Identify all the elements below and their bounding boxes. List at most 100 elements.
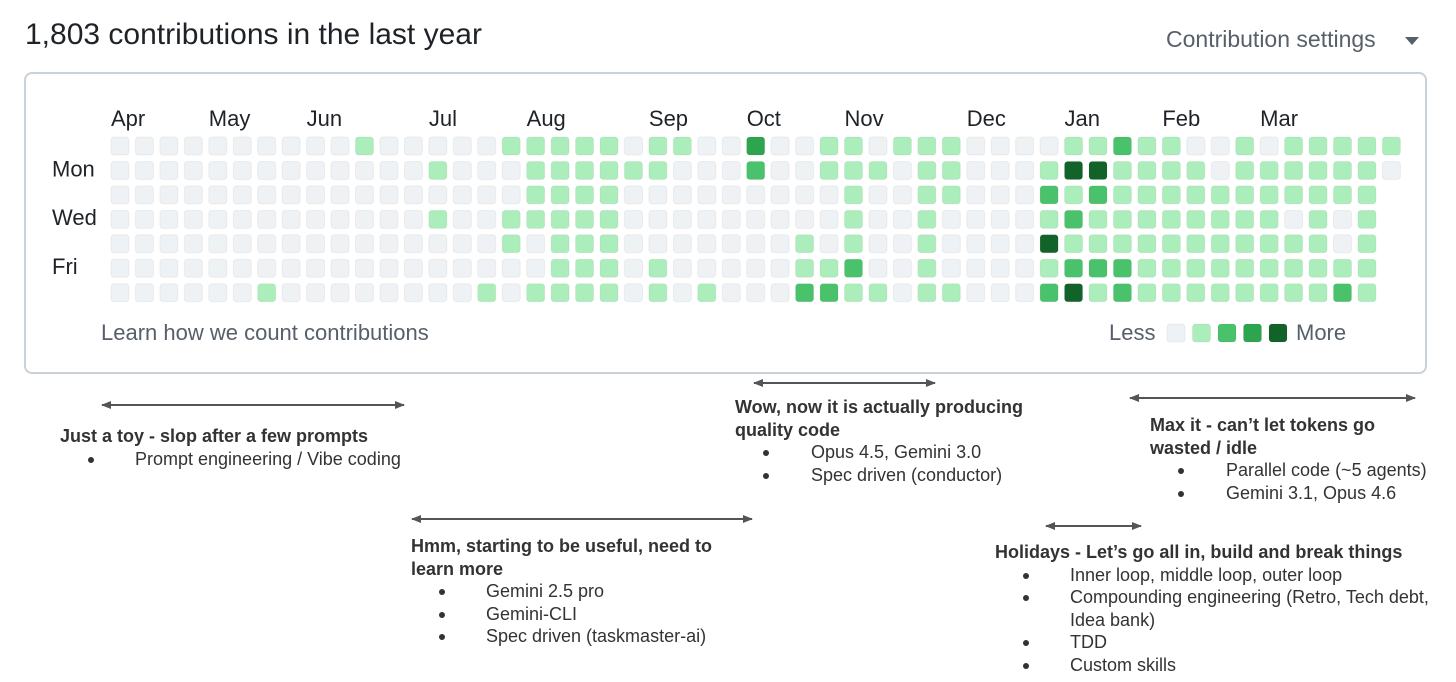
day-cell [990, 209, 1010, 229]
day-cell [208, 160, 228, 180]
day-cell [452, 209, 472, 229]
day-cell [1161, 136, 1181, 156]
day-cell [452, 234, 472, 254]
day-cell [941, 160, 961, 180]
annotation: Hmm, starting to be useful, need to lear… [411, 535, 741, 648]
day-cell [1308, 185, 1328, 205]
annotation-bullet: Opus 4.5, Gemini 3.0 [735, 441, 1065, 464]
day-cell [697, 283, 717, 303]
settings-button[interactable]: Contribution settings [1166, 26, 1376, 52]
day-cell [1112, 136, 1132, 156]
day-cell [452, 185, 472, 205]
day-cell [795, 209, 815, 229]
settings-caret[interactable] [1405, 37, 1419, 45]
day-cell [1039, 160, 1059, 180]
day-cell [1235, 258, 1255, 278]
day-cell [452, 136, 472, 156]
day-cell [355, 258, 374, 278]
day-cell [1259, 283, 1279, 303]
day-cell [941, 136, 961, 156]
day-cell [697, 185, 717, 205]
day-cell [526, 258, 546, 278]
day-cell [477, 283, 497, 303]
day-cell [330, 136, 350, 156]
day-cell [526, 283, 546, 303]
annotation-title: Wow, now it is actually producing qualit… [735, 397, 1024, 440]
day-cell [379, 160, 399, 180]
day-cell [599, 283, 619, 303]
day-cell [428, 234, 448, 254]
day-cell [844, 185, 863, 205]
day-cell [1308, 258, 1328, 278]
day-cell [1088, 258, 1108, 278]
day-cell [672, 160, 692, 180]
month-label: Feb [1162, 106, 1200, 131]
day-cell [428, 209, 448, 229]
day-cell [1210, 136, 1230, 156]
day-cell [110, 283, 130, 303]
day-cell [379, 258, 399, 278]
day-cell [868, 234, 888, 254]
day-cell [941, 209, 961, 229]
day-cell [1210, 258, 1230, 278]
day-cell [623, 258, 643, 278]
day-cell [1137, 185, 1157, 205]
day-cell [330, 160, 350, 180]
day-cell [159, 136, 179, 156]
day-cell [648, 209, 668, 229]
day-cell [306, 136, 326, 156]
day-cell [1088, 136, 1108, 156]
learn-link[interactable]: Learn how we count contributions [101, 320, 429, 345]
day-cell [477, 258, 497, 278]
day-cell [306, 258, 326, 278]
day-cell [1112, 185, 1132, 205]
day-cell [746, 234, 766, 254]
day-cell [428, 258, 448, 278]
day-cell [1137, 136, 1157, 156]
day-cell [1161, 209, 1181, 229]
day-cell [575, 209, 595, 229]
day-cell [1137, 283, 1157, 303]
day-cell [575, 160, 595, 180]
day-cell [648, 136, 668, 156]
day-cell [1039, 258, 1059, 278]
day-cell [746, 258, 766, 278]
legend-more: More [1296, 320, 1346, 345]
day-cell [770, 160, 790, 180]
day-cell [623, 283, 643, 303]
day-cell [746, 136, 766, 156]
day-cell [379, 136, 399, 156]
day-cell [1039, 136, 1059, 156]
month-label: Jun [307, 106, 342, 131]
day-cell [1235, 283, 1255, 303]
day-cell [941, 283, 961, 303]
day-cell [403, 136, 423, 156]
day-cell [917, 136, 937, 156]
day-cell [1235, 185, 1255, 205]
day-cell [1039, 209, 1059, 229]
day-cell [550, 258, 570, 278]
day-cell [966, 136, 986, 156]
day-cell [281, 209, 301, 229]
day-cell [623, 209, 643, 229]
day-cell [941, 234, 961, 254]
day-cell [1064, 185, 1084, 205]
day-cell [257, 185, 277, 205]
day-cell [477, 160, 497, 180]
month-label: Aug [527, 106, 566, 131]
day-cell [868, 185, 888, 205]
day-cell [526, 185, 546, 205]
day-cell [134, 209, 154, 229]
day-cell [526, 209, 546, 229]
day-cell [183, 160, 203, 180]
day-cell [355, 160, 374, 180]
day-cell [770, 136, 790, 156]
day-cell [819, 185, 839, 205]
day-cell [1284, 185, 1304, 205]
annotation-bullet: Gemini-CLI [411, 603, 741, 626]
annotation-title: Holidays - Let’s go all in, build and br… [995, 542, 1403, 562]
day-label: Wed [52, 205, 97, 230]
day-cell [917, 234, 937, 254]
legend-swatch [1192, 323, 1211, 343]
day-cell [1015, 160, 1035, 180]
